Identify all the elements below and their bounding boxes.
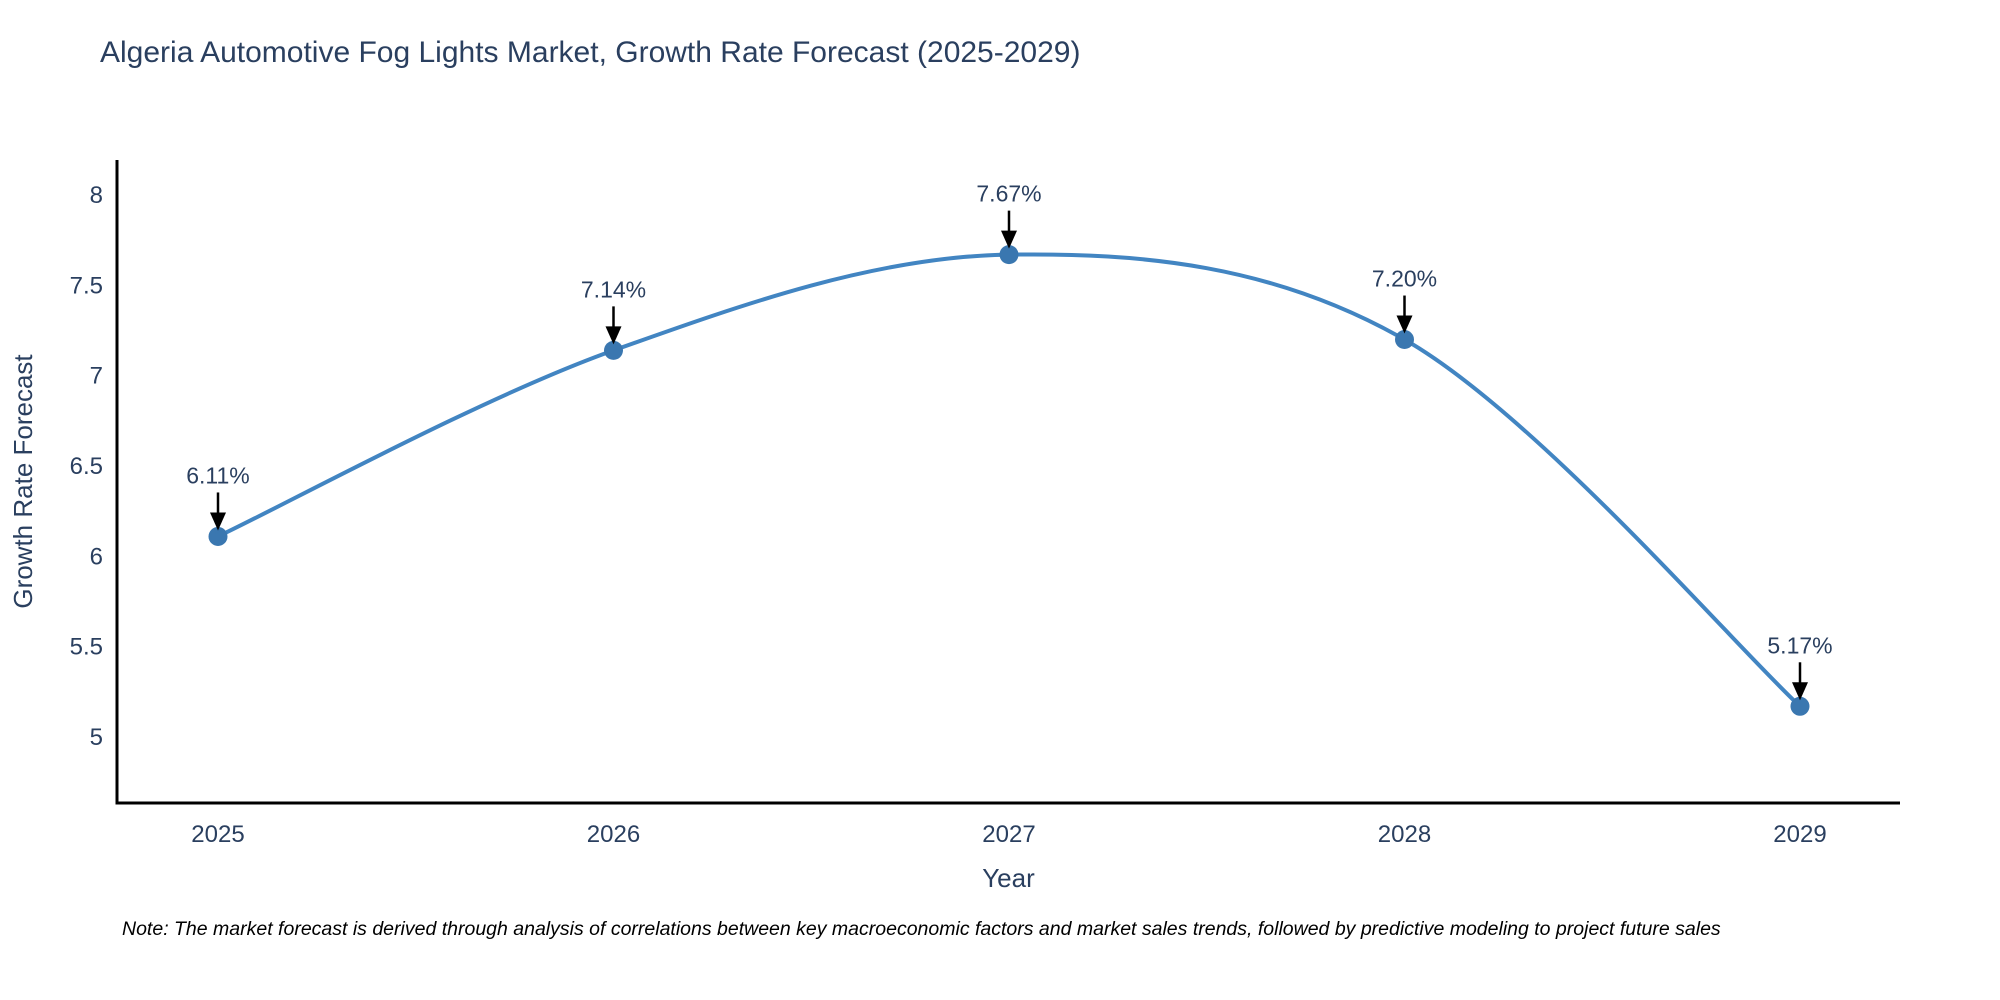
x-tick-label: 2028	[1378, 821, 1431, 848]
data-point-label: 7.20%	[1372, 266, 1437, 292]
forecast-line	[217, 252, 1802, 708]
x-tick-label: 2026	[587, 821, 640, 848]
data-point-2025[interactable]	[208, 526, 228, 546]
data-point-label: 7.67%	[976, 181, 1041, 207]
chart-title: Algeria Automotive Fog Lights Market, Gr…	[100, 36, 1081, 69]
x-tick-label: 2029	[1773, 821, 1826, 848]
data-point-2026[interactable]	[604, 340, 623, 360]
x-axis-title: Year	[982, 863, 1035, 893]
annotation-arrowhead-icon	[605, 326, 622, 345]
y-tick-label: 5	[90, 724, 103, 751]
data-point-label: 7.14%	[581, 276, 646, 302]
data-point-label: 6.11%	[186, 462, 250, 488]
y-tick-label: 7.5	[70, 272, 103, 299]
data-point-2027[interactable]	[999, 245, 1019, 265]
y-tick-label: 6	[90, 543, 103, 570]
y-tick-label: 8	[90, 182, 103, 209]
annotation-arrowhead-icon	[1792, 682, 1808, 701]
chart-footnote: Note: The market forecast is derived thr…	[122, 918, 1721, 940]
data-point-2028[interactable]	[1395, 330, 1414, 350]
data-point-2029[interactable]	[1790, 696, 1810, 716]
y-tick-label: 5.5	[70, 634, 103, 661]
annotation-arrowhead-icon	[210, 512, 226, 531]
x-tick-label: 2027	[982, 821, 1035, 848]
y-axis-title: Growth Rate Forecast	[8, 354, 38, 609]
y-tick-label: 7	[90, 363, 103, 390]
data-point-label: 5.17%	[1767, 632, 1832, 658]
annotation-arrowhead-icon	[1001, 230, 1017, 249]
annotation-arrowhead-icon	[1396, 315, 1413, 334]
x-tick-label: 2025	[191, 821, 244, 848]
y-tick-label: 6.5	[70, 453, 103, 480]
